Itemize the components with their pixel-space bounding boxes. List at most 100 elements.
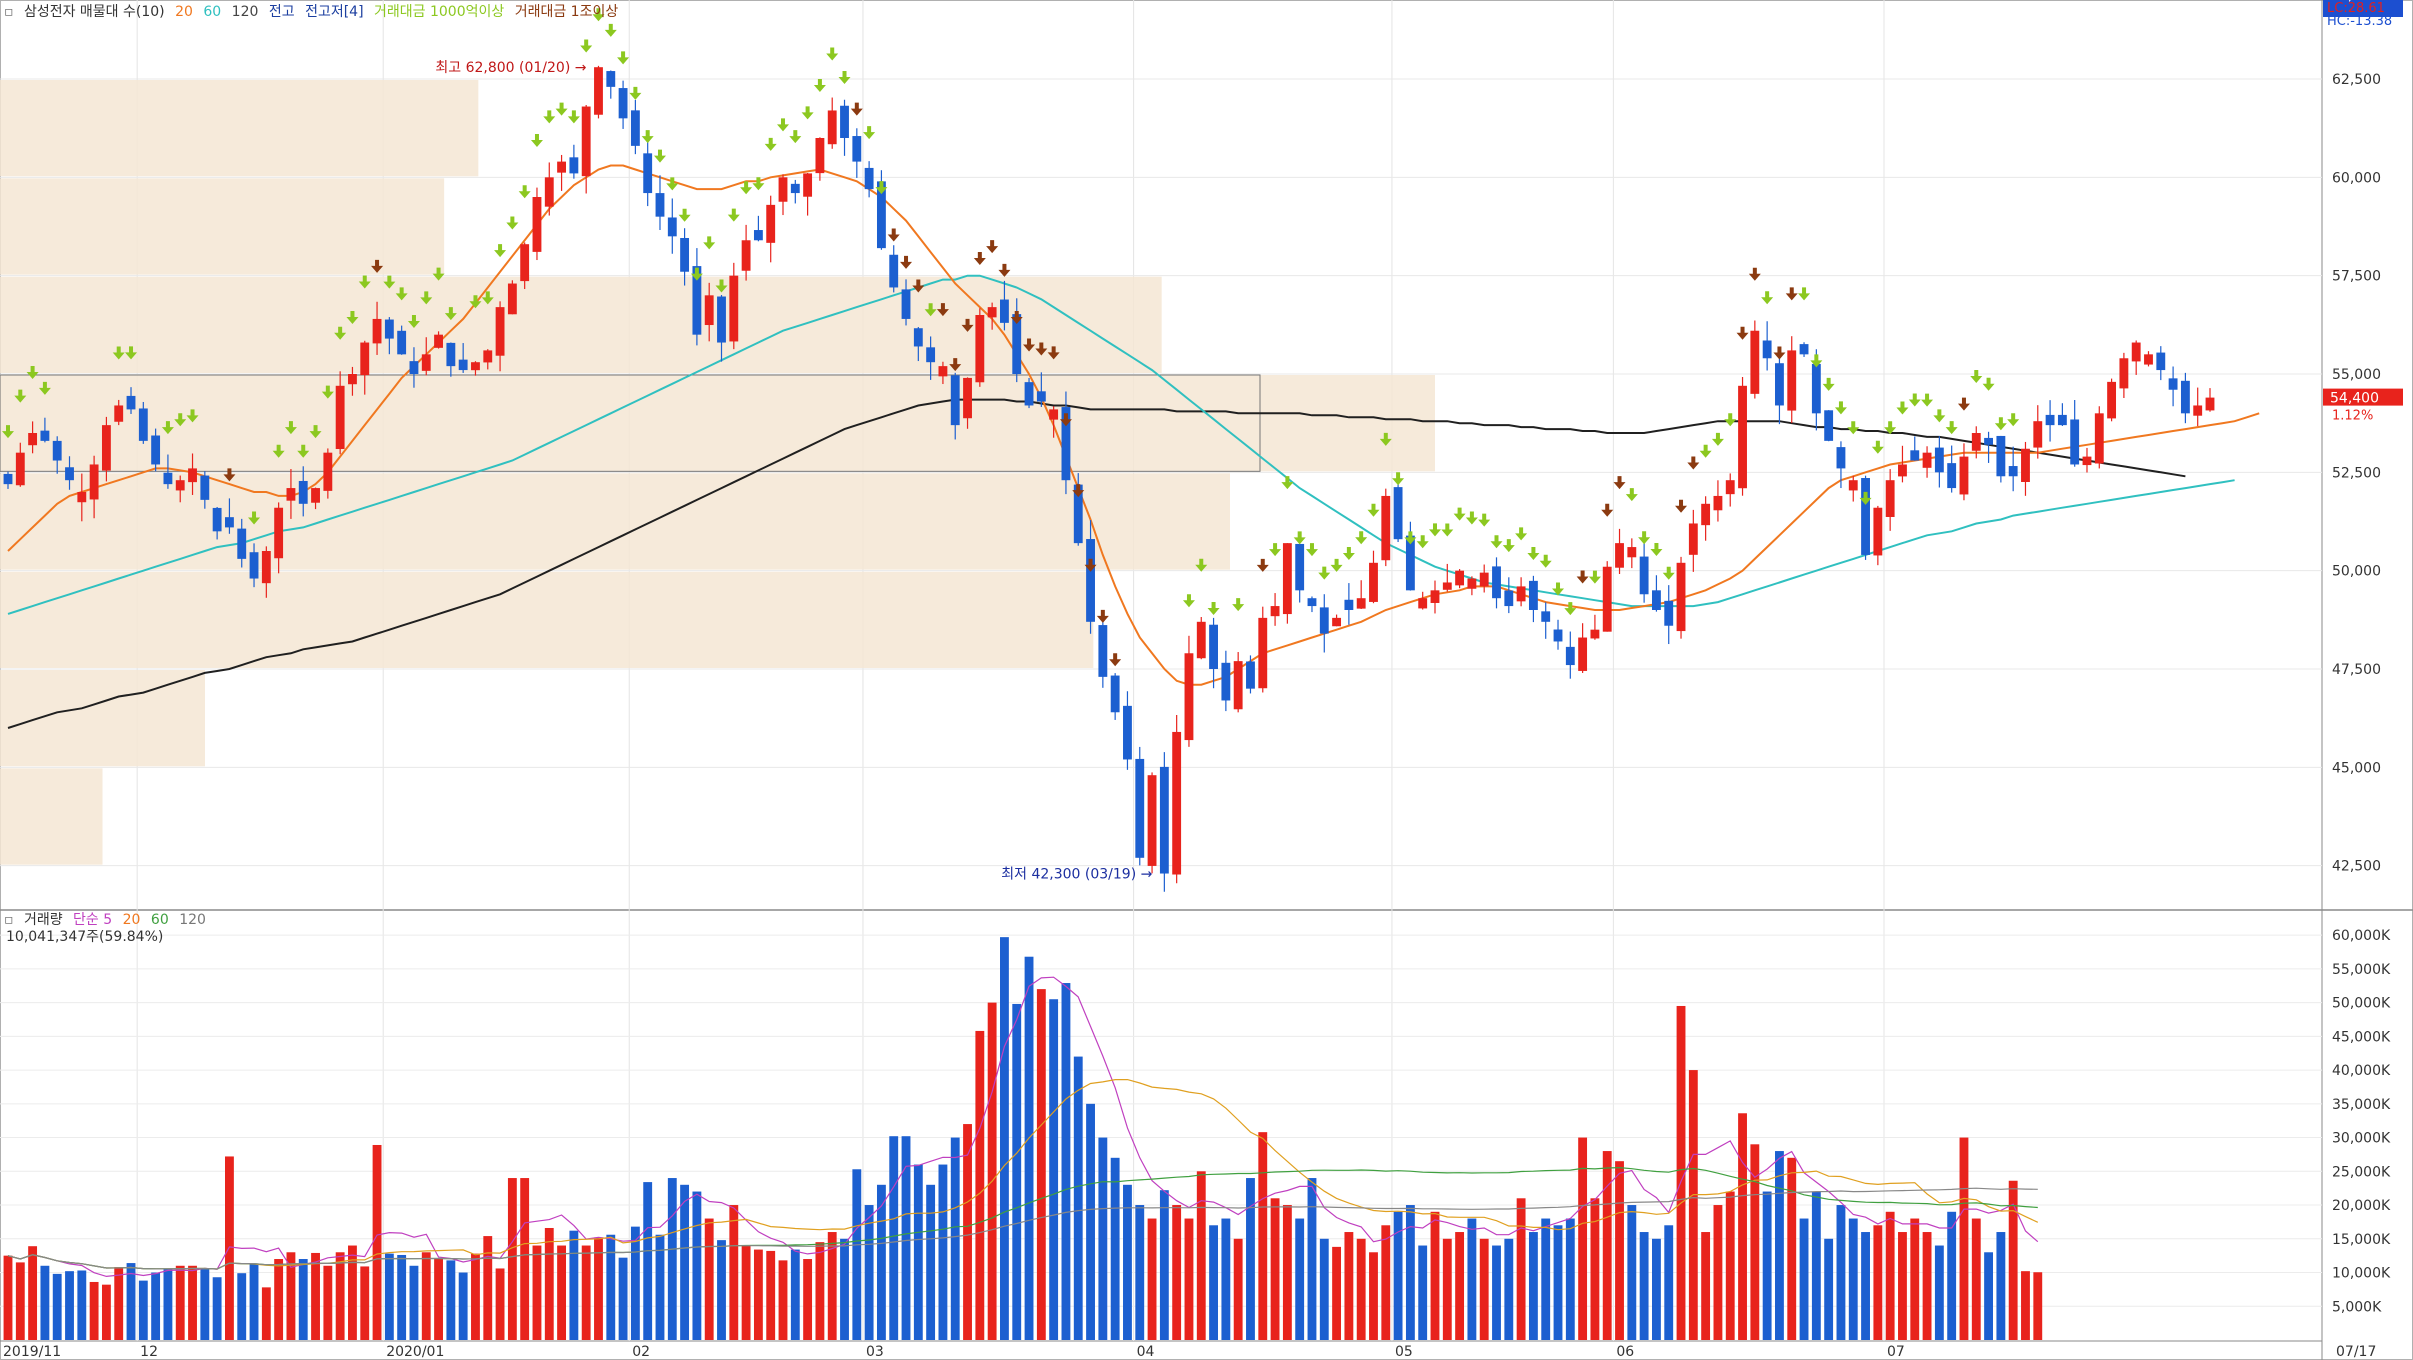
candle-body (1738, 385, 1747, 489)
volume-axis-label: 5,000K (2332, 1299, 2382, 1315)
volume-bar (1356, 1238, 1366, 1340)
candle-body (1295, 543, 1305, 591)
volume-bar (1086, 1103, 1095, 1340)
volume-legend-ma60: 60 (150, 912, 169, 928)
turnover-1000-arrow (1810, 354, 1823, 368)
turnover-1000-arrow (752, 177, 765, 191)
candle-body (2070, 419, 2080, 465)
volume-bar (1713, 1205, 1723, 1340)
candle-body (163, 472, 173, 485)
candle-body (40, 430, 50, 441)
volume-bar (1701, 1232, 1711, 1340)
volume-bar (1295, 1218, 1305, 1340)
candle-body (2021, 448, 2030, 482)
volume-bar (1344, 1232, 1354, 1340)
volume-bar (532, 1245, 542, 1340)
candle-body (1086, 539, 1095, 622)
candle-body (901, 289, 911, 319)
candle-body (1971, 433, 1981, 451)
candle-body (717, 296, 726, 343)
date-axis-label: 2019/11 (3, 1344, 61, 1360)
volume-bar (1246, 1178, 1255, 1340)
volume-bar (1467, 1218, 1477, 1340)
volume-profile-band (0, 178, 445, 275)
turnover-1t-arrow (1957, 397, 1970, 411)
volume-legend-toggle-icon[interactable]: ▫ (4, 912, 14, 928)
volume-bar (212, 1277, 222, 1340)
volume-bar (126, 1263, 136, 1340)
date-axis-label: 05 (1395, 1344, 1413, 1360)
candle-body (2156, 352, 2166, 371)
legend-toggle-icon[interactable]: ▫ (4, 4, 14, 20)
candle-body (298, 480, 308, 504)
volume-bar (1553, 1225, 1563, 1340)
turnover-1000-arrow (580, 39, 593, 53)
turnover-1000-arrow (1908, 393, 1921, 407)
volume-bar (1947, 1211, 1957, 1340)
volume-bar (1664, 1225, 1674, 1340)
volume-bar (483, 1236, 493, 1340)
candle-body (1467, 578, 1477, 589)
candle-body (1123, 705, 1132, 760)
volume-bar (643, 1182, 653, 1340)
candle-body (729, 275, 739, 342)
volume-bar (384, 1253, 394, 1340)
candle-body (434, 334, 443, 348)
volume-bar (950, 1137, 960, 1340)
volume-bar (840, 1238, 849, 1340)
volume-axis-label: 40,000K (2332, 1063, 2391, 1079)
candle-body (2144, 354, 2153, 365)
candle-body (1615, 543, 1624, 568)
volume-bar (655, 1234, 665, 1340)
volume-bar (1971, 1218, 1981, 1340)
turnover-1000-arrow (789, 130, 802, 144)
volume-bar (225, 1156, 234, 1340)
volume-profile-band (0, 375, 1435, 472)
candle-body (1836, 447, 1846, 469)
turnover-1t-arrow (1785, 287, 1798, 301)
price-axis-label: 47,500 (2332, 662, 2381, 678)
candle-body (1307, 598, 1317, 607)
volume-bar (40, 1265, 50, 1340)
current-price-value: 54,400 (2330, 391, 2379, 407)
turnover-1000-arrow (125, 346, 138, 360)
date-axis-label: 07/17 (2336, 1344, 2376, 1360)
candle-body (1135, 758, 1145, 858)
candle-body (1898, 464, 1907, 477)
turnover-1t-arrow (1084, 558, 1097, 572)
turnover-1000-arrow (1330, 558, 1343, 572)
candle-body (15, 452, 25, 486)
candle-body (815, 138, 825, 174)
volume-profile-band (0, 571, 1094, 668)
volume-axis-label: 45,000K (2332, 1029, 2391, 1045)
candle-body (323, 452, 333, 491)
legend-ma60: 60 (203, 4, 222, 20)
candle-body (950, 375, 960, 426)
turnover-1t-arrow (1601, 503, 1614, 517)
volume-bar (1172, 1205, 1182, 1340)
volume-bar (311, 1252, 320, 1340)
volume-bar (606, 1234, 616, 1340)
volume-bar (1393, 1211, 1403, 1340)
candle-body (1159, 766, 1169, 874)
volume-bar (471, 1253, 480, 1340)
turnover-1000-arrow (1527, 547, 1540, 560)
candle-body (1578, 637, 1588, 671)
volume-legend-title: 거래량 (23, 912, 63, 928)
volume-bar (1787, 1157, 1797, 1340)
turnover-1000-arrow (1724, 413, 1737, 427)
ma120-line (7, 398, 2186, 729)
current-price-change: 1.12% (2332, 409, 2373, 424)
candle-body (360, 342, 370, 376)
candle-body (1147, 775, 1157, 866)
volume-bar (1934, 1245, 1944, 1340)
volume-bar (717, 1240, 726, 1340)
candle-body (1541, 611, 1551, 622)
turnover-1000-arrow (1945, 421, 1958, 435)
current-volume-tag (2323, 0, 2403, 17)
turnover-1t-arrow (1748, 267, 1761, 281)
candle-body (1750, 330, 1760, 394)
legend-ma20: 20 (175, 4, 193, 20)
volume-bar (1541, 1218, 1551, 1340)
